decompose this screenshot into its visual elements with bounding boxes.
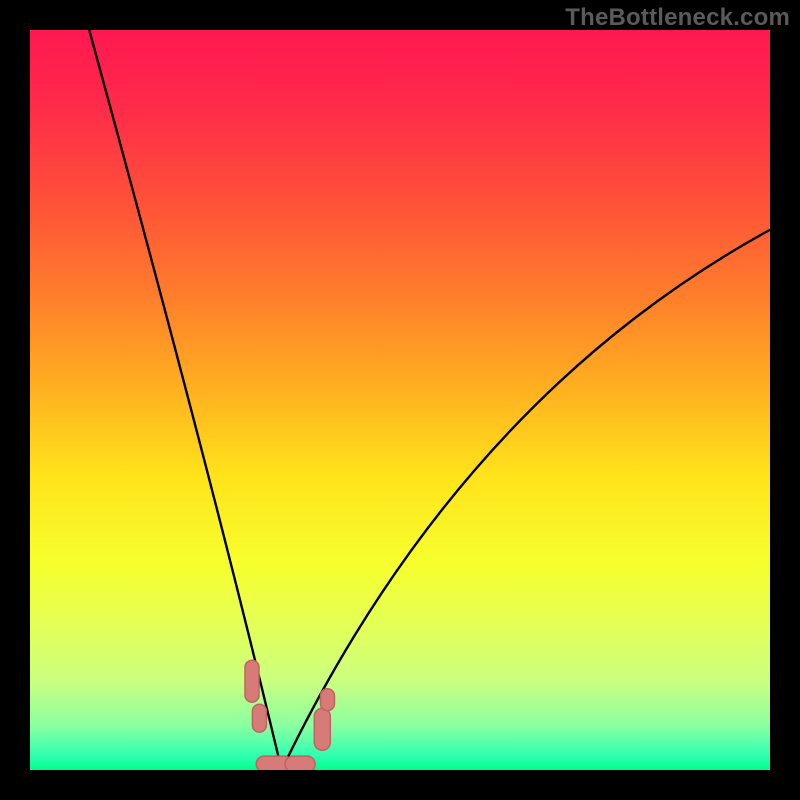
marker-capsule — [285, 756, 315, 772]
gradient-background — [30, 30, 770, 770]
bottleneck-chart-svg — [0, 0, 800, 800]
watermark-text: TheBottleneck.com — [565, 4, 790, 32]
marker-capsule — [314, 708, 330, 750]
marker-capsule — [320, 689, 334, 711]
marker-capsule — [245, 660, 259, 702]
marker-capsule — [252, 704, 266, 732]
chart-stage: TheBottleneck.com — [0, 0, 800, 800]
